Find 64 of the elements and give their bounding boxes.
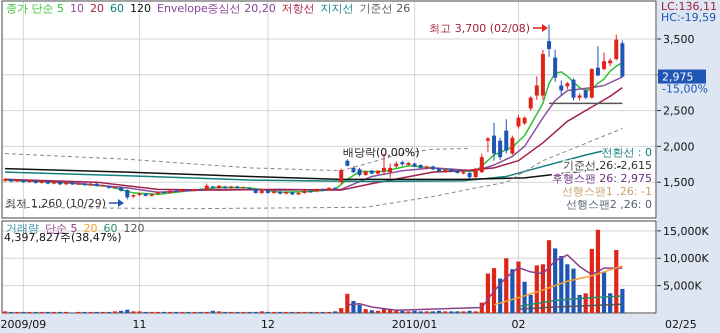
x-tick-label: 02 (511, 318, 526, 331)
candlestick (614, 34, 618, 61)
y-tick-label: 2,000 (663, 140, 694, 154)
annotation: 배당락(0,00%) (343, 146, 420, 159)
candlestick (516, 114, 520, 129)
candlestick (486, 136, 490, 153)
annotation: 기준선 26 (360, 2, 410, 15)
candlestick (498, 137, 502, 160)
candlestick (492, 122, 496, 162)
bar (614, 250, 618, 313)
annotation: 지지선 (320, 2, 354, 15)
line-series (493, 265, 624, 306)
candlestick (559, 80, 564, 96)
candlestick (504, 118, 508, 154)
candlestick (339, 168, 344, 184)
y-tick-label: 3,500 (663, 32, 694, 46)
text: 02/25 (665, 318, 697, 331)
candlestick (547, 24, 552, 58)
text: 20 (90, 2, 104, 15)
x-tick-label: 12 (260, 318, 275, 331)
bar (357, 304, 362, 313)
annotation: 저항선 (282, 2, 315, 15)
annotation: 선행스팬2 ,26: 0 (566, 198, 652, 211)
line-series (4, 148, 470, 172)
candlestick (602, 52, 606, 71)
bar (364, 309, 368, 313)
x-tick-label: 11 (132, 318, 147, 331)
candlestick (596, 46, 600, 77)
text: 60 (110, 2, 124, 15)
candlestick (474, 167, 478, 178)
annotation: 전환선 : 0 (601, 146, 652, 159)
candlestick (388, 163, 392, 178)
text: LC:136,11 (661, 0, 718, 13)
candlestick (534, 76, 539, 100)
line-series (346, 254, 624, 312)
text: 120 (130, 2, 151, 15)
y-tick-label: 1,500 (663, 176, 694, 190)
bar (504, 258, 508, 313)
annotation: 최저 1,260 (10/29) (5, 197, 106, 210)
x-tick-label: 2010/01 (392, 318, 438, 331)
text: 2,975 (662, 70, 694, 84)
y-tick-label: 15,000K (663, 224, 710, 238)
annotation: 후행스팬 26: 2,975 (552, 172, 652, 185)
line-series (518, 295, 624, 308)
y-tick-label: 2,500 (663, 104, 694, 118)
y-tick-label: 10,000K (663, 252, 710, 266)
annotation: 최고 3,700 (02/08) (429, 22, 530, 35)
text: 종가 단순 5 (6, 2, 64, 15)
candlestick (584, 88, 588, 100)
candlestick (571, 78, 576, 102)
candlestick (553, 49, 558, 82)
text: 10 (70, 2, 84, 15)
text: 120 (124, 222, 144, 235)
annotation: Envelope중심선 20,20 (157, 2, 276, 15)
annotation: 선행스팬1 ,26: -1 (562, 185, 652, 198)
bar (370, 310, 374, 313)
text: HC:-19,59 (661, 11, 716, 24)
x-tick-label: 2009/09 (0, 318, 46, 331)
candlestick (528, 96, 533, 112)
text: -15,00% (662, 82, 708, 96)
candlestick (510, 135, 514, 156)
candlestick (125, 188, 130, 200)
candlestick (480, 153, 484, 174)
y-tick-label: 5,000K (663, 280, 702, 293)
